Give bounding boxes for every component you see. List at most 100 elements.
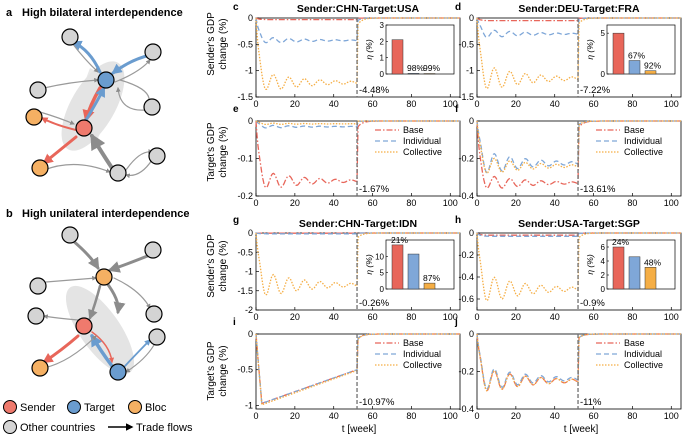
ylabel-target-1b: change (%) [218,126,229,177]
flow-edge [88,284,102,320]
node-bloc [31,159,49,177]
y-tick-label: 0 [248,329,253,339]
x-tick-label: 80 [406,99,416,109]
bloc-shade-ellipse [65,285,135,375]
flow-edge [43,77,99,89]
section-a-title: High bilateral interdependence [22,7,183,19]
x-tick-label: 0 [253,411,258,421]
flow-edge [45,275,97,283]
x-tick-label: 100 [443,411,458,421]
y-tick-label: -0.5 [237,39,253,49]
x-tick-label: 20 [290,411,300,421]
x-tick-label: 40 [550,198,560,208]
legend-sender-label: Sender [20,402,56,414]
flow-edge [114,59,151,83]
y-tick-label: -2 [245,305,253,315]
series-collective [476,120,681,174]
y-tick-label: -0.1 [237,154,253,164]
x-tick-label: 40 [329,99,339,109]
inset-bar [407,253,420,290]
y-tick-label: -1 [245,267,253,277]
y-tick-label: 0 [248,116,253,126]
inset-bar [423,73,436,75]
ylabel-target-2b: change (%) [218,345,229,396]
panel-title: Sender:CHN-Target:IDN [299,218,417,230]
series-individual [476,232,681,237]
series-collective [255,333,460,406]
y-axis-titles: Sender's GDP change (%) Target's GDP cha… [206,12,229,401]
flow-edge [125,149,153,171]
x-tick-label: 40 [550,312,560,322]
inset-bar [612,32,625,75]
inset-y-tick-label: 2 [380,37,385,46]
y-tick-label: -0.4 [458,272,474,282]
y-tick-label: -1 [245,400,253,410]
gdp-annotation: -11% [580,397,602,408]
inset-bar [407,73,420,75]
legend-flow-label: Trade flows [136,422,193,434]
x-tick-label: 80 [627,411,637,421]
flow-edge [125,344,155,373]
network-legend: Sender Target Bloc Other countries Trade… [3,400,193,434]
inset-bar [628,256,641,290]
inset-y-tick-label: 6 [601,243,606,252]
panel-letter: h [455,215,461,226]
ylabel-sender-1b: change (%) [218,18,229,69]
inset-y-tick-label: 0 [380,70,385,79]
legend-target-label: Target [84,402,115,414]
x-tick-label: 20 [511,411,521,421]
legend-bloc-label: Bloc [145,402,167,414]
series-collective [476,232,681,302]
x-tick-label: 100 [664,198,679,208]
x-tick-label: 40 [329,411,339,421]
inset-y-tick-label: 1 [380,54,385,63]
inset-bar [644,70,657,75]
flow-edge [104,280,126,315]
node-other [29,277,47,295]
flow-edge [40,117,77,131]
y-tick-label: -0.2 [458,250,474,260]
inset-ylabel: η (%) [585,39,595,59]
x-tick-label: 80 [627,198,637,208]
inset-bar-label: 21% [391,235,408,245]
y-tick-label: 0 [469,329,474,339]
node-other [144,43,162,61]
legend-label: Individual [403,349,441,359]
y-tick-label: -0.4 [458,404,474,414]
x-tick-label: 20 [511,198,521,208]
section-b-title: High unilateral interdependence [22,208,189,220]
panel-title: Sender:DEU-Target:FRA [518,3,640,15]
series-individual [255,17,460,44]
panel-j: j 0 20 40 60 80 100 -0.4 -0.2 0 -11% BaseIndividual… [454,317,682,421]
inset-y-tick-label: 5 [601,29,606,38]
series-individual [476,333,681,390]
node-other [109,164,127,182]
inset-bar [612,246,625,290]
x-tick-label: 60 [589,312,599,322]
x-tick-label: 100 [443,198,458,208]
node-bloc [25,108,43,126]
network-b [27,226,166,381]
series-base [476,17,681,22]
section-b-letter: b [6,208,13,220]
panel-letter: i [233,317,236,328]
inset-bar-label: 92% [644,61,661,71]
x-tick-label: 0 [474,198,479,208]
flow-edge [107,253,152,273]
y-tick-label: -1 [245,66,253,76]
inset-bar-label: 67% [628,51,645,61]
legend-label: Base [624,338,645,348]
inset-y-tick-label: 3 [380,21,385,30]
panel-title: Sender:CHN-Target:USA [297,3,420,15]
flow-edge [90,133,114,170]
panel-letter: d [455,2,461,13]
inset-bar-label: 24% [612,237,629,247]
flow-edge [125,159,153,179]
flow-edge [115,87,147,111]
x-tick-label: 100 [664,312,679,322]
panel-f: f0 20 40 60 80 100-0.4-0.20-13.61%BaseIndivid… [455,104,682,208]
legend-target-swatch [67,400,81,414]
inset-bar [644,267,657,290]
inset-y-tick-label: 0 [601,285,606,294]
